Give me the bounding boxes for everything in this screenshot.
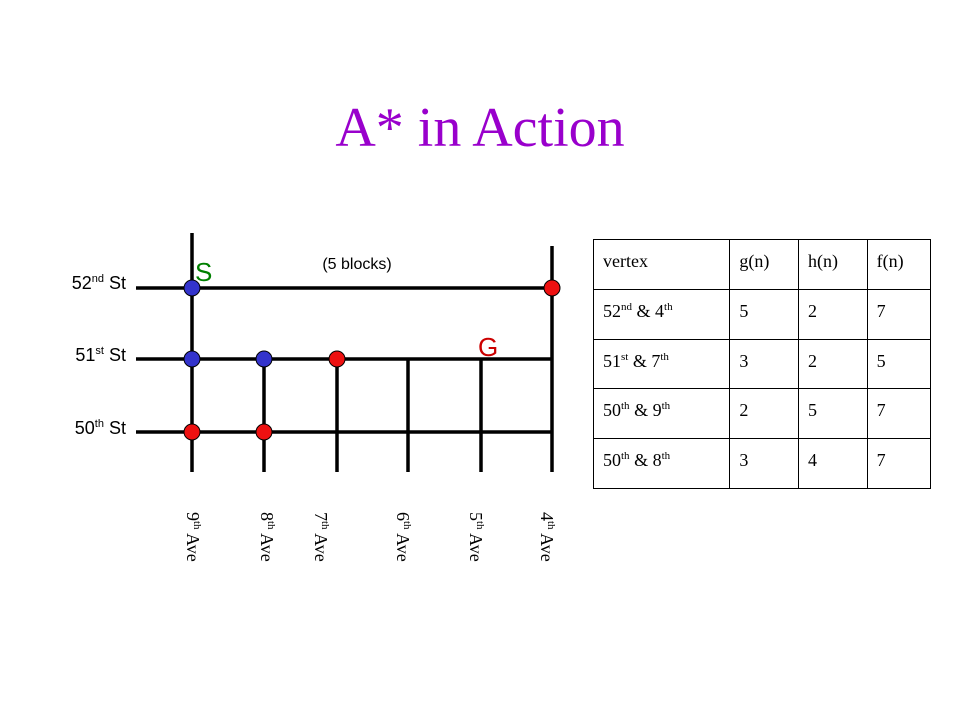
table-cell-f: 7 [866, 388, 932, 440]
intersection-node-51st-8th [255, 350, 273, 368]
intersection-node-52nd-9th [183, 279, 201, 297]
table-row: 50th & 9th 2 5 7 [592, 388, 932, 440]
table-cell-f: 7 [866, 288, 932, 340]
table-cell-g: 2 [729, 388, 799, 440]
table-cell-g: 3 [729, 338, 799, 390]
table-row: 52nd & 4th 5 2 7 [592, 288, 932, 340]
table-header-cell: g(n) [729, 239, 799, 290]
intersection-node-50th-9th [183, 423, 201, 441]
street-label-51st: 51st St [75, 345, 126, 365]
table-cell-g: 3 [729, 438, 799, 489]
avenue-label-9th: 9th Ave [183, 512, 203, 562]
avenue-label-4th: 4th Ave [537, 512, 557, 562]
intersection-node-51st-9th [183, 350, 201, 368]
avenue-label-6th: 6th Ave [393, 512, 413, 562]
table-cell-f: 5 [866, 338, 932, 390]
street-label-50th: 50th St [74, 418, 126, 438]
table-cell-vertex: 51st & 7th [592, 338, 731, 390]
table-cell-h: 2 [798, 338, 868, 390]
table-header-cell: h(n) [798, 239, 868, 290]
table-header-cell: vertex [592, 239, 731, 290]
intersection-node-52nd-4th [543, 279, 561, 297]
table-cell-g: 5 [729, 288, 799, 340]
goal-marker: G [478, 332, 499, 362]
table-cell-vertex: 50th & 9th [592, 388, 731, 440]
intersection-node-50th-8th [255, 423, 273, 441]
table-header-row: vertex g(n) h(n) f(n) [592, 239, 932, 290]
table-cell-h: 2 [798, 288, 868, 340]
blocks-distance-label: (5 blocks) [322, 256, 392, 273]
table-cell-vertex: 50th & 8th [592, 438, 731, 489]
street-label-52nd: 52nd St [71, 273, 126, 293]
avenue-label-7th: 7th Ave [311, 512, 331, 562]
table-row: 50th & 8th 3 4 7 [592, 438, 932, 489]
avenue-label-8th: 8th Ave [257, 512, 277, 562]
table-cell-vertex: 52nd & 4th [592, 288, 731, 340]
table-header-cell: f(n) [866, 239, 932, 290]
table-cell-f: 7 [866, 438, 932, 489]
start-marker: S [195, 257, 213, 287]
table-cell-h: 5 [798, 388, 868, 440]
table-row: 51st & 7th 3 2 5 [592, 338, 932, 390]
table-cell-h: 4 [798, 438, 868, 489]
avenue-label-5th: 5th Ave [466, 512, 486, 562]
slide-title: A* in Action [335, 97, 625, 159]
astar-values-table: vertex g(n) h(n) f(n) 52nd & 4th 5 2 7 5… [592, 239, 932, 489]
intersection-node-51st-7th [328, 350, 346, 368]
